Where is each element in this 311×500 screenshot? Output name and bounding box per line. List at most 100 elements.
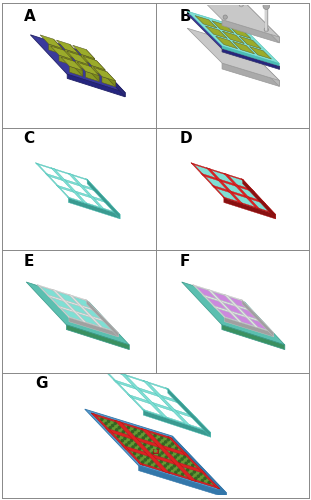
- Circle shape: [239, 2, 244, 6]
- Polygon shape: [113, 433, 145, 452]
- Circle shape: [118, 426, 120, 428]
- Circle shape: [174, 456, 177, 458]
- Circle shape: [197, 475, 199, 478]
- Circle shape: [128, 442, 130, 444]
- Text: B: B: [179, 8, 191, 24]
- Polygon shape: [229, 26, 251, 38]
- Text: D: D: [179, 131, 192, 146]
- Circle shape: [124, 438, 126, 440]
- Circle shape: [204, 477, 206, 480]
- Circle shape: [162, 443, 164, 446]
- Polygon shape: [73, 296, 94, 309]
- Circle shape: [177, 469, 179, 471]
- Polygon shape: [249, 46, 272, 59]
- Polygon shape: [244, 2, 279, 43]
- Circle shape: [165, 441, 167, 443]
- Circle shape: [116, 429, 118, 431]
- Circle shape: [157, 448, 159, 450]
- Polygon shape: [113, 380, 183, 404]
- Polygon shape: [96, 416, 129, 435]
- Polygon shape: [129, 450, 161, 469]
- Polygon shape: [206, 168, 243, 204]
- Polygon shape: [37, 284, 71, 318]
- Circle shape: [134, 444, 137, 446]
- Circle shape: [181, 474, 184, 476]
- Polygon shape: [141, 428, 197, 482]
- Polygon shape: [195, 16, 217, 28]
- Text: A: A: [24, 8, 35, 24]
- Polygon shape: [164, 398, 192, 415]
- Circle shape: [112, 424, 114, 426]
- Polygon shape: [39, 164, 61, 178]
- Polygon shape: [222, 63, 279, 86]
- Circle shape: [181, 458, 183, 460]
- Polygon shape: [187, 11, 279, 64]
- Polygon shape: [40, 35, 62, 48]
- Polygon shape: [224, 173, 260, 210]
- Bar: [153, 448, 158, 453]
- Polygon shape: [94, 318, 115, 331]
- Polygon shape: [243, 179, 276, 219]
- Circle shape: [175, 471, 177, 474]
- Polygon shape: [30, 35, 125, 92]
- Polygon shape: [61, 308, 82, 321]
- Polygon shape: [69, 66, 83, 76]
- Polygon shape: [156, 406, 184, 422]
- Polygon shape: [47, 294, 98, 312]
- Circle shape: [150, 446, 152, 448]
- Polygon shape: [182, 466, 215, 485]
- Polygon shape: [222, 182, 244, 196]
- Circle shape: [154, 434, 156, 436]
- Polygon shape: [57, 292, 78, 304]
- Polygon shape: [223, 316, 274, 333]
- Circle shape: [187, 469, 189, 471]
- Circle shape: [160, 436, 163, 438]
- Polygon shape: [239, 308, 260, 320]
- Circle shape: [101, 418, 103, 420]
- Circle shape: [264, 28, 268, 32]
- Polygon shape: [222, 325, 285, 349]
- Polygon shape: [191, 163, 226, 198]
- Circle shape: [144, 459, 146, 461]
- Polygon shape: [104, 369, 133, 386]
- Circle shape: [132, 446, 134, 448]
- Polygon shape: [241, 178, 276, 214]
- Circle shape: [154, 450, 157, 452]
- Circle shape: [151, 461, 153, 463]
- Polygon shape: [141, 391, 170, 408]
- Polygon shape: [250, 318, 271, 331]
- Polygon shape: [50, 46, 72, 60]
- Circle shape: [105, 422, 107, 424]
- Circle shape: [263, 3, 270, 10]
- Polygon shape: [120, 373, 168, 418]
- Polygon shape: [37, 284, 88, 301]
- Circle shape: [201, 480, 204, 482]
- Circle shape: [179, 460, 181, 462]
- Polygon shape: [178, 413, 207, 430]
- Polygon shape: [80, 56, 89, 70]
- Polygon shape: [52, 289, 87, 323]
- Polygon shape: [67, 51, 89, 64]
- Polygon shape: [194, 164, 216, 178]
- Circle shape: [130, 440, 132, 442]
- Polygon shape: [49, 44, 62, 54]
- Circle shape: [148, 463, 151, 466]
- Polygon shape: [88, 53, 125, 97]
- Circle shape: [171, 443, 174, 445]
- Polygon shape: [239, 188, 262, 201]
- Polygon shape: [196, 286, 217, 299]
- Polygon shape: [172, 436, 226, 498]
- Polygon shape: [78, 194, 100, 207]
- Polygon shape: [85, 300, 118, 333]
- Polygon shape: [139, 442, 172, 460]
- Polygon shape: [156, 458, 188, 477]
- Circle shape: [183, 456, 186, 458]
- Circle shape: [147, 456, 149, 458]
- Polygon shape: [83, 56, 105, 70]
- Polygon shape: [233, 314, 254, 326]
- Circle shape: [134, 428, 136, 430]
- Circle shape: [114, 422, 116, 424]
- Polygon shape: [207, 289, 243, 323]
- Polygon shape: [40, 286, 61, 299]
- Polygon shape: [225, 318, 274, 337]
